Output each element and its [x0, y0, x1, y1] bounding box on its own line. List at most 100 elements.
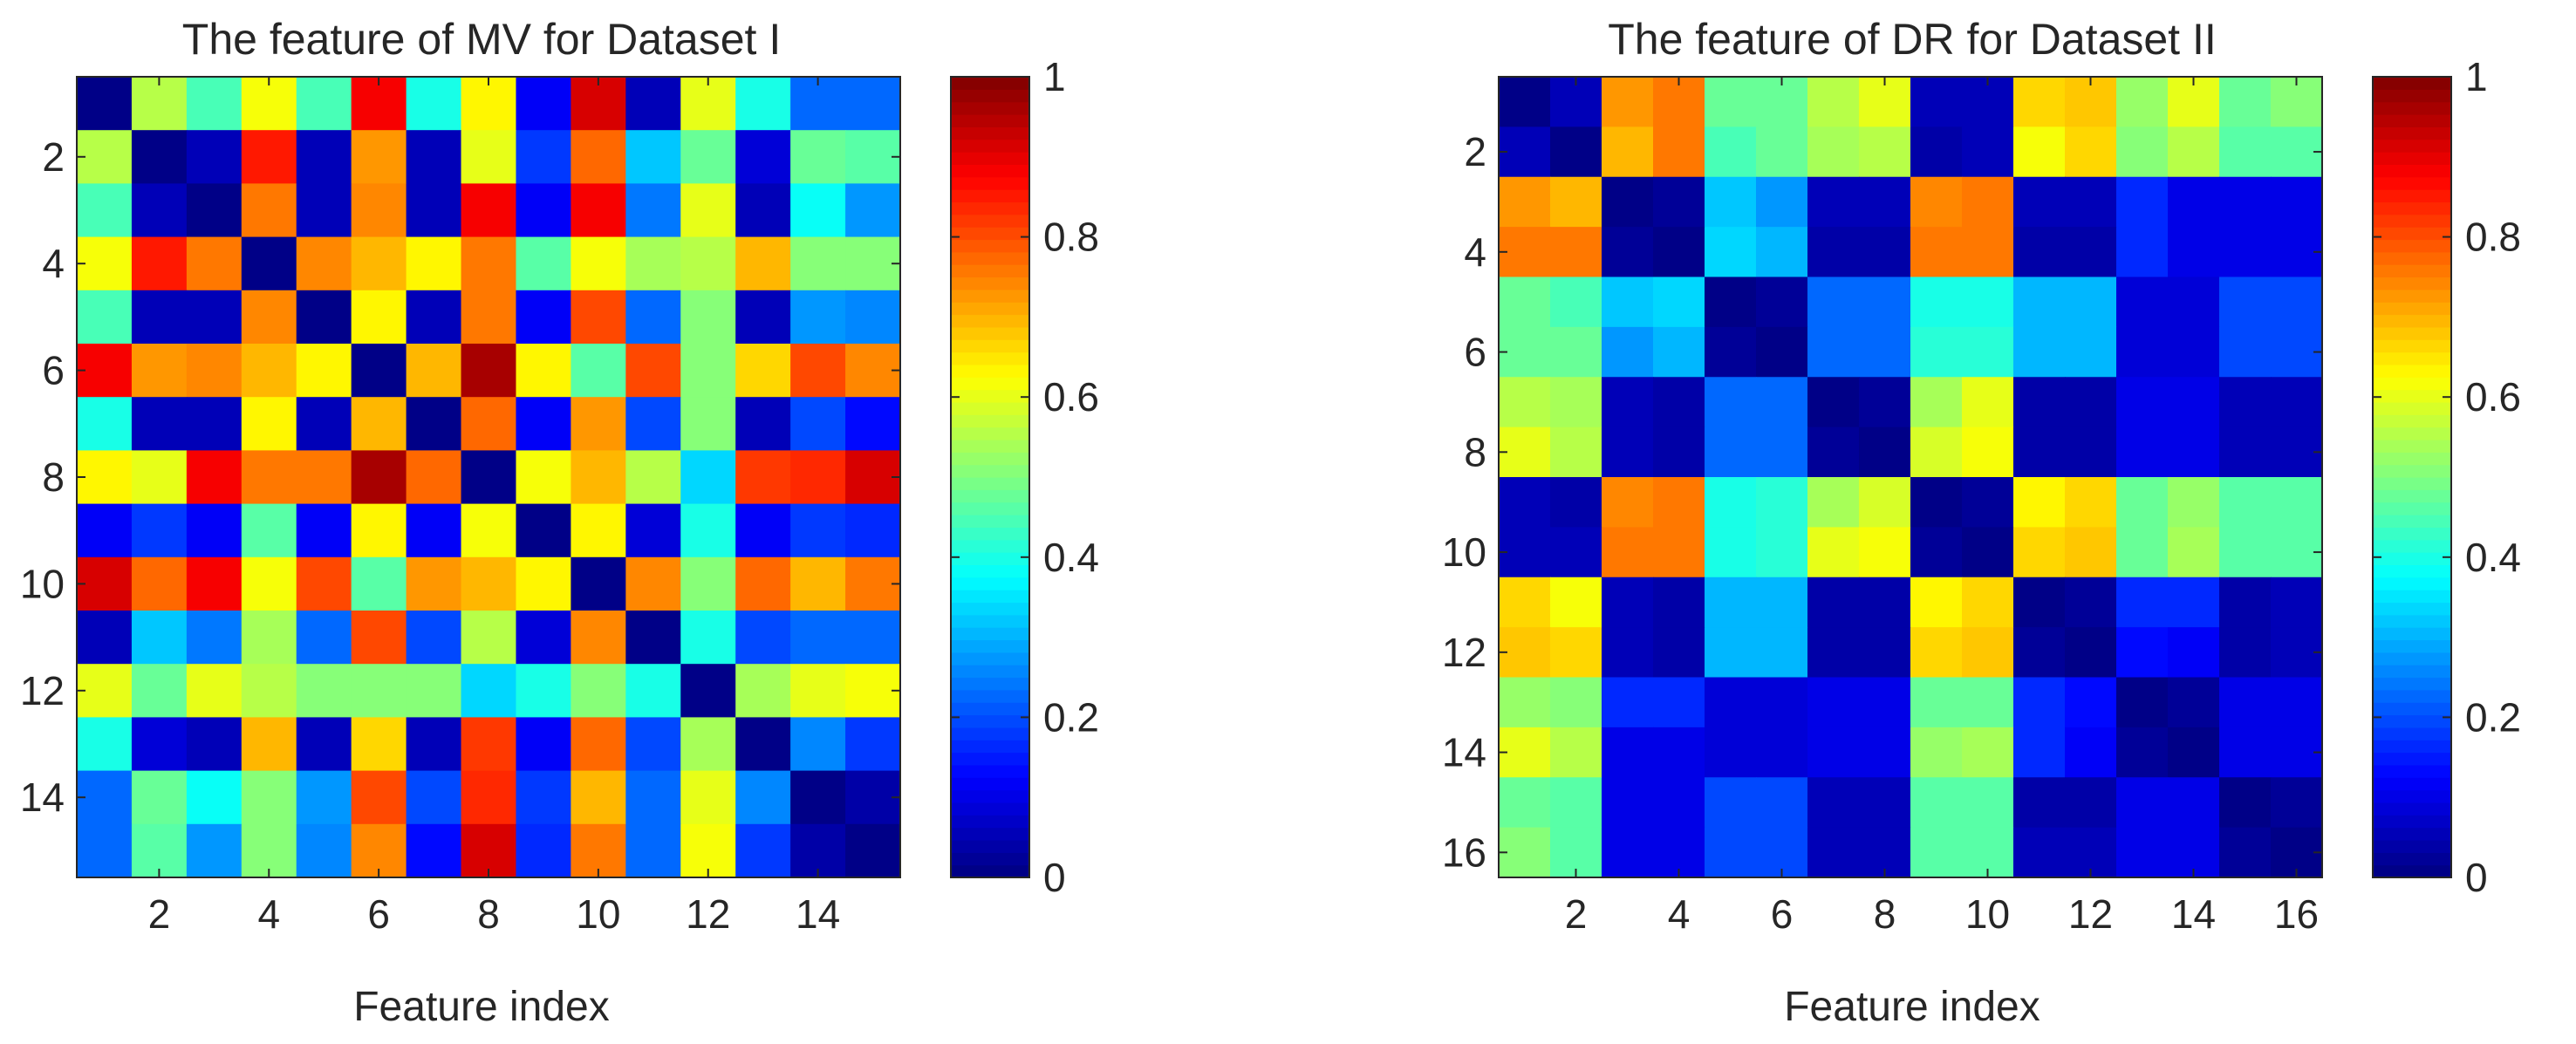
x-tick-label: 2 [148, 891, 171, 937]
heatmap-cell [2168, 677, 2220, 728]
colorbar-segment [951, 77, 1029, 90]
heatmap-cell [2219, 326, 2272, 378]
heatmap-panel-dr: The feature of DR for Dataset II 2 4 6 8 10 1… [1442, 15, 2521, 1030]
colorbar-segment [2373, 515, 2451, 528]
colorbar-segment [951, 152, 1029, 165]
heatmap-cell [571, 183, 626, 238]
heatmap-cell [2116, 126, 2169, 178]
colorbar-segment [2373, 815, 2451, 829]
heatmap-cell [516, 611, 571, 665]
heatmap-cell [296, 770, 352, 825]
colorbar-segment [2373, 764, 2451, 778]
heatmap-cell [1499, 577, 1551, 628]
heatmap-cell [2271, 577, 2323, 628]
heatmap-cell [2271, 777, 2323, 829]
heatmap-cell [2065, 777, 2117, 829]
colorbar-segment [951, 614, 1029, 628]
colorbar-segment [951, 164, 1029, 178]
heatmap-cell [516, 450, 571, 505]
heatmap-cell [516, 664, 571, 718]
colorbar-segment [951, 101, 1029, 115]
heatmap-cell [77, 290, 133, 345]
colorbar-segment [951, 89, 1029, 103]
heatmap-cell [1859, 377, 1911, 428]
colorbar-segment [2373, 101, 2451, 115]
heatmap-cell [2013, 276, 2066, 328]
colorbar-segment [951, 464, 1029, 478]
heatmap-cell [1910, 176, 1963, 228]
heatmap-cell [241, 77, 297, 131]
colorbar-segment [2373, 89, 2451, 103]
heatmap-cell [625, 77, 681, 131]
colorbar-segment [951, 176, 1029, 190]
heatmap-cell [241, 717, 297, 772]
heatmap-cell [2013, 227, 2066, 278]
heatmap-cell [2116, 777, 2169, 829]
heatmap-cell [2013, 477, 2066, 528]
colorbar-tick-label: 1 [1043, 54, 1066, 99]
heatmap-cell [1705, 227, 1757, 278]
heatmap-cell [1705, 777, 1757, 829]
colorbar-segment [951, 302, 1029, 316]
heatmap-cell [1550, 677, 1602, 728]
heatmap-cell [2219, 176, 2272, 228]
heatmap-cell [1756, 326, 1808, 378]
colorbar-segment [2373, 452, 2451, 466]
x-tick-label: 6 [1771, 891, 1794, 937]
heatmap-cell [625, 397, 681, 451]
heatmap-cell [1807, 176, 1860, 228]
heatmap-cell [2065, 527, 2117, 578]
heatmap-cell [241, 344, 297, 398]
colorbar-segment [2373, 389, 2451, 403]
heatmap-cell [2065, 727, 2117, 778]
heatmap-cell [1602, 426, 1654, 478]
colorbar-segment [951, 577, 1029, 590]
heatmap-cell [351, 770, 407, 825]
heatmap-cell [1499, 777, 1551, 829]
colorbar-segment [2373, 627, 2451, 641]
heatmap-cell [1653, 627, 1705, 679]
colorbar-frame [950, 76, 1030, 878]
heatmap-cell [516, 717, 571, 772]
colorbar-segment [2373, 377, 2451, 391]
heatmap-cell [2271, 176, 2323, 228]
colorbar-segment [951, 590, 1029, 604]
heatmap-cell [790, 450, 846, 505]
heatmap-cell [845, 290, 901, 345]
heatmap-cell [296, 77, 352, 131]
heatmap-cell [680, 664, 736, 718]
heatmap-cell [1499, 377, 1551, 428]
colorbar-segment [951, 227, 1029, 241]
colorbar-segment [951, 652, 1029, 665]
colorbar-segment [951, 852, 1029, 866]
heatmap-cell [1499, 176, 1551, 228]
colorbar-segment [2373, 740, 2451, 754]
colorbar-segment [2373, 227, 2451, 241]
heatmap-cell [406, 611, 462, 665]
heatmap-cell [680, 450, 736, 505]
heatmap-cell [2065, 426, 2117, 478]
colorbar-segment [2373, 489, 2451, 503]
colorbar-segment [2373, 364, 2451, 378]
heatmap-cell [735, 183, 791, 238]
heatmap-cell [1653, 276, 1705, 328]
y-tick-label: 4 [1464, 229, 1486, 275]
heatmap-cell [680, 717, 736, 772]
heatmap-cell [735, 236, 791, 291]
heatmap-cell [2116, 727, 2169, 778]
heatmap-cell [461, 236, 517, 291]
heatmap-cell [461, 290, 517, 345]
heatmap-cell [1807, 326, 1860, 378]
heatmap-cell [1962, 727, 2014, 778]
colorbar-segment [951, 539, 1029, 553]
heatmap-cell [77, 77, 133, 131]
heatmap-cell [1910, 477, 1963, 528]
colorbar-segment [2373, 251, 2451, 265]
heatmap-cell [77, 770, 133, 825]
heatmap-cell [735, 130, 791, 184]
colorbar-segment [951, 727, 1029, 740]
heatmap-cell [186, 344, 243, 398]
heatmap-cell [1550, 627, 1602, 679]
heatmap-cell [516, 556, 571, 611]
colorbar-segment [2373, 339, 2451, 353]
